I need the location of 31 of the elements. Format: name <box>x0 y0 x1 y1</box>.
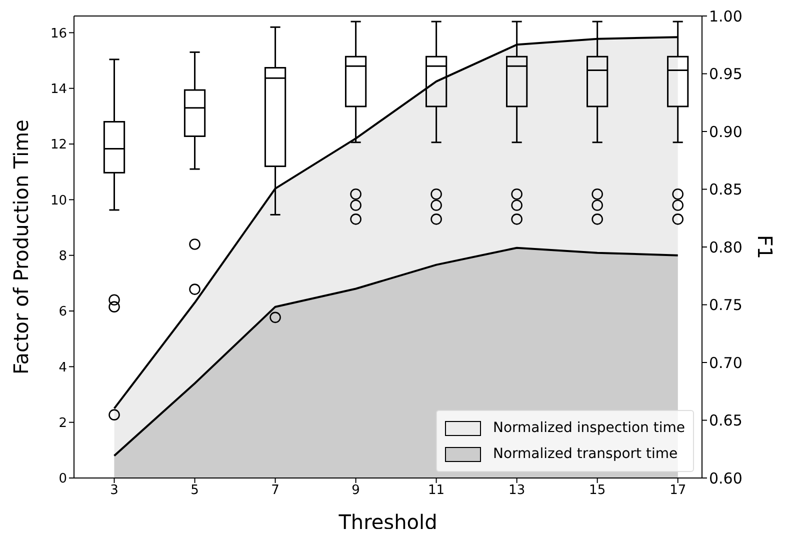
y-tick-label: 8 <box>58 248 67 264</box>
y2-axis-title: F1 <box>752 234 777 260</box>
x-tick-label: 5 <box>190 483 199 498</box>
y-tick-label: 16 <box>50 26 67 42</box>
y2-tick-label: 0.80 <box>709 238 742 256</box>
y2-tick-label: 0.65 <box>709 412 742 430</box>
y-tick-label: 6 <box>58 304 67 320</box>
y-tick-label: 0 <box>58 472 67 487</box>
x-axis-title: Threshold <box>338 510 438 534</box>
y2-tick-label: 0.75 <box>709 296 742 314</box>
y-tick-label: 14 <box>50 82 67 97</box>
legend-label: Normalized inspection time <box>493 420 685 436</box>
x-tick-label: 11 <box>428 483 445 498</box>
y2-tick-label: 0.95 <box>709 65 742 84</box>
x-tick-label: 9 <box>352 483 360 498</box>
y-tick-label: 4 <box>58 360 67 376</box>
y-tick-label: 12 <box>50 138 67 153</box>
y-tick-label: 10 <box>50 193 67 208</box>
x-tick-label: 3 <box>110 483 118 498</box>
y2-tick-label: 0.70 <box>709 354 742 372</box>
x-tick-label: 13 <box>508 483 526 498</box>
x-tick-label: 17 <box>670 483 686 498</box>
y2-tick-label: 0.60 <box>709 469 742 488</box>
y2-tick-label: 1.00 <box>709 7 742 26</box>
y-axis-title: Factor of Production Time <box>9 120 34 374</box>
legend-label: Normalized transport time <box>493 446 678 462</box>
y-tick-label: 2 <box>58 416 67 431</box>
x-tick-label: 7 <box>271 483 280 498</box>
y2-tick-label: 0.90 <box>709 122 742 141</box>
y2-tick-label: 0.85 <box>709 180 742 199</box>
x-tick-label: 15 <box>589 483 606 498</box>
